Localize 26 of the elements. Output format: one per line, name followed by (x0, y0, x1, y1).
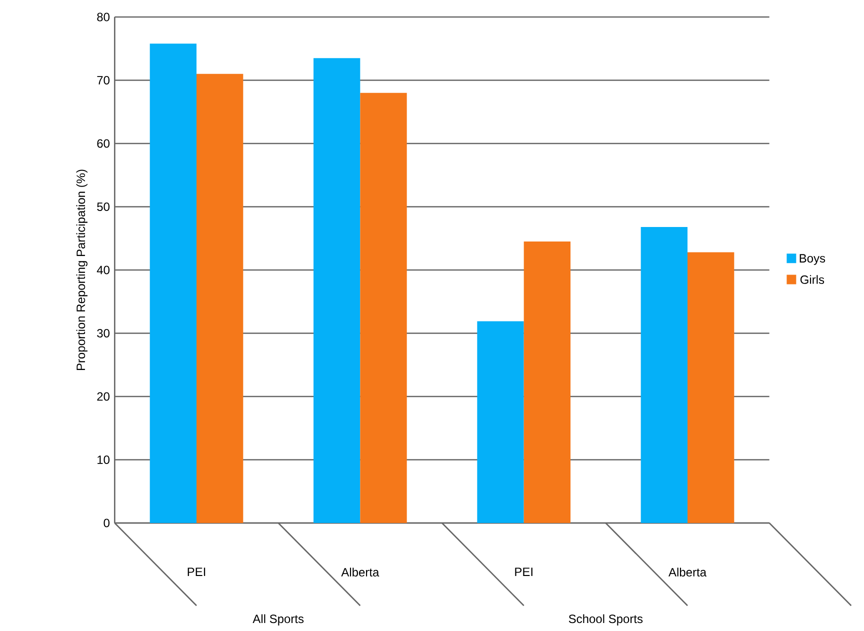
y-tick-label: 20 (97, 392, 110, 401)
y-tick-label: 0 (104, 518, 110, 528)
y-tick-label: 30 (97, 328, 110, 338)
bar (688, 252, 734, 523)
y-tick-label: 40 (96, 266, 110, 274)
x-tick-label: Alberta (668, 568, 707, 577)
bar (360, 92, 407, 523)
bar (150, 44, 197, 523)
y-tick-label: 50 (97, 202, 110, 211)
legend-label: Girls (800, 275, 824, 284)
y-tick-label: 70 (97, 76, 110, 85)
y-tick-label: 60 (97, 139, 110, 148)
bar (524, 242, 571, 523)
bar (640, 226, 688, 523)
y-axis-title: Proportion Reporting Participation (%) (76, 170, 88, 370)
x-tick-label: PEI (188, 568, 206, 576)
x-tick-label: Alberta (341, 568, 380, 577)
bar (314, 58, 360, 523)
text: All Sports (252, 614, 304, 626)
y-tick-label: 10 (98, 455, 110, 464)
legend-label: Boys (800, 254, 826, 265)
text: School Sports (568, 614, 643, 626)
bar (196, 74, 244, 523)
bar (477, 321, 524, 523)
x-tick-label: PEI (515, 568, 532, 576)
y-tick-label: 80 (97, 12, 110, 22)
